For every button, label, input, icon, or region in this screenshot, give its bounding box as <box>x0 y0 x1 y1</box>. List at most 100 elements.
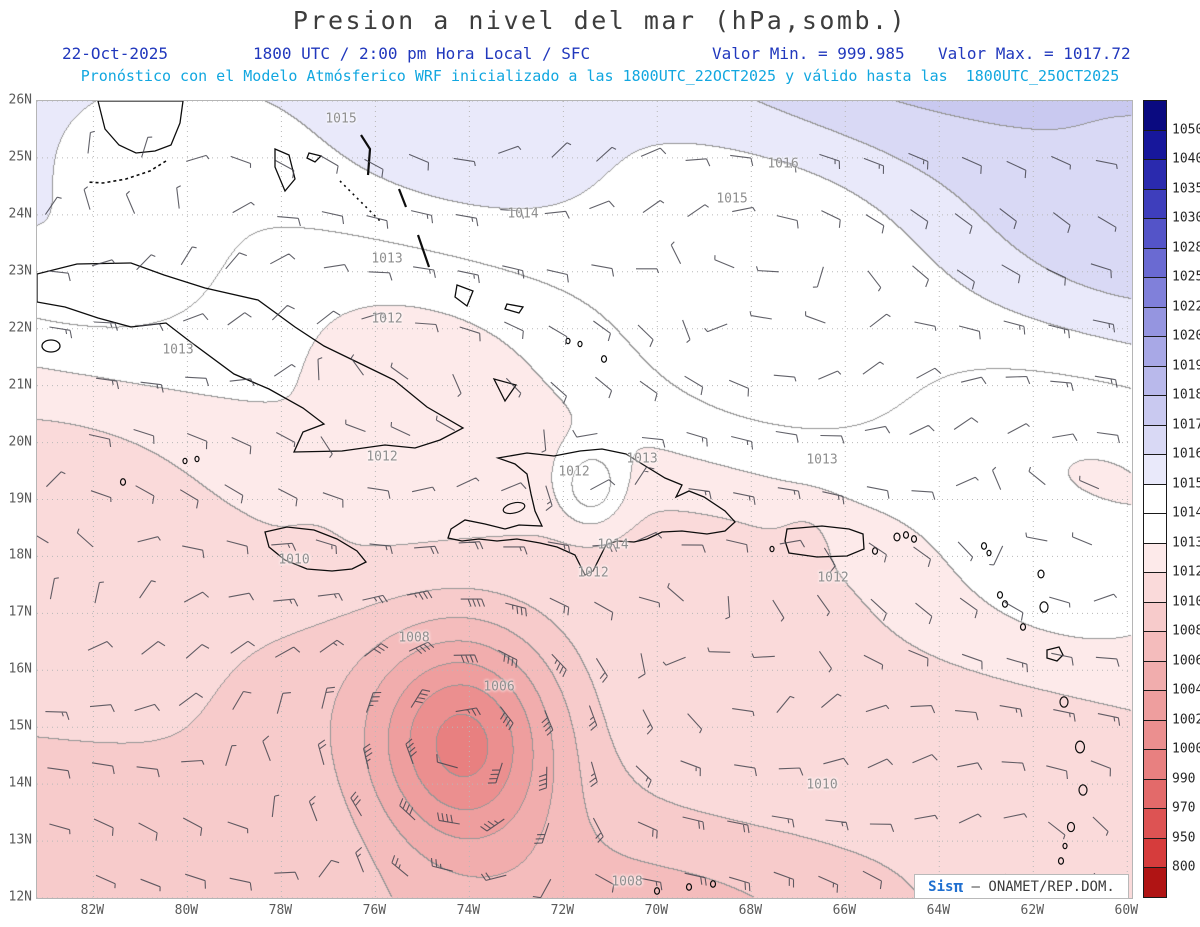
colorbar-cell <box>1143 867 1167 898</box>
lat-axis-label: 14N <box>8 775 32 791</box>
contour-label: 1006 <box>483 679 515 695</box>
colorbar-cell <box>1143 395 1167 426</box>
colorbar-label: 1018 <box>1172 387 1200 403</box>
lon-axis-label: 82W <box>80 903 105 918</box>
header-max-value: Valor Max. = 1017.72 <box>938 44 1131 63</box>
colorbar-cell <box>1143 247 1167 279</box>
lat-axis-label: 17N <box>8 604 32 620</box>
lat-axis-label: 15N <box>8 718 32 734</box>
colorbar-label: 1030 <box>1172 210 1200 226</box>
colorbar-label: 950 <box>1172 830 1196 846</box>
colorbar-cell <box>1143 365 1167 397</box>
colorbar-label: 1002 <box>1172 712 1200 728</box>
contour-label: 1010 <box>806 777 838 793</box>
colorbar-cell <box>1143 778 1167 810</box>
contour-label: 1013 <box>162 342 194 358</box>
contour-label: 1015 <box>716 191 748 207</box>
colorbar-label: 1025 <box>1172 269 1200 285</box>
colorbar-cell <box>1143 690 1167 721</box>
colorbar-label: 1015 <box>1172 476 1200 492</box>
colorbar-cell <box>1143 631 1167 662</box>
colorbar-label: 1050 <box>1172 122 1200 138</box>
colorbar-cell <box>1143 660 1167 692</box>
colorbar-cell <box>1143 601 1167 633</box>
colorbar-label: 1019 <box>1172 358 1200 374</box>
lat-axis-label: 12N <box>8 889 32 905</box>
contour-label: 1016 <box>767 156 799 172</box>
watermark: Sis π – ONAMET/REP.DOM. <box>914 874 1129 899</box>
colorbar-cell <box>1143 542 1167 574</box>
lat-axis-label: 25N <box>8 149 32 165</box>
watermark-org: ONAMET/REP.DOM. <box>988 878 1115 895</box>
contour-label: 1012 <box>817 570 849 586</box>
colorbar-label: 1040 <box>1172 151 1200 167</box>
colorbar-label: 1022 <box>1172 299 1200 315</box>
colorbar-label: 990 <box>1172 771 1196 787</box>
contour-label: 1012 <box>366 449 398 465</box>
lon-axis-label: 76W <box>362 903 387 918</box>
contour-label: 1013 <box>626 451 658 467</box>
contour-label: 1008 <box>611 874 643 890</box>
colorbar-label: 1010 <box>1172 594 1200 610</box>
lat-axis-label: 16N <box>8 661 32 677</box>
lon-axis-label: 72W <box>550 903 575 918</box>
contour-label: 1008 <box>398 630 430 646</box>
lat-axis-label: 21N <box>8 377 32 393</box>
colorbar-label: 1014 <box>1172 505 1200 521</box>
colorbar-cell <box>1143 306 1167 338</box>
forecast-line: Pronóstico con el Modelo Atmósferico WRF… <box>80 67 1120 85</box>
contour-label: 1013 <box>806 452 838 468</box>
contour-label: 1014 <box>507 206 539 222</box>
colorbar-cell <box>1143 129 1167 161</box>
header-min-value: Valor Min. = 999.985 <box>712 44 905 63</box>
header-run-info: 1800 UTC / 2:00 pm Hora Local / SFC <box>253 44 591 63</box>
colorbar-cell <box>1143 159 1167 190</box>
pressure-field-canvas <box>37 101 1132 898</box>
colorbar-label: 800 <box>1172 859 1196 875</box>
colorbar-label: 1017 <box>1172 417 1200 433</box>
colorbar-label: 970 <box>1172 800 1196 816</box>
contour-label: 1015 <box>325 111 357 127</box>
colorbar-cell <box>1143 100 1167 131</box>
lon-axis-label: 68W <box>738 903 763 918</box>
colorbar <box>1143 100 1167 898</box>
colorbar-label: 1020 <box>1172 328 1200 344</box>
lon-axis-label: 78W <box>268 903 293 918</box>
watermark-logo: Sis <box>928 878 954 895</box>
colorbar-label: 1008 <box>1172 623 1200 639</box>
lon-axis-label: 64W <box>926 903 951 918</box>
colorbar-cell <box>1143 454 1167 485</box>
map-area: 1015 1016 1015 1014 1013 1012 1013 1012 1013 1012… <box>36 100 1133 899</box>
colorbar-label: 1016 <box>1172 446 1200 462</box>
lon-axis-label: 62W <box>1020 903 1045 918</box>
colorbar-cell <box>1143 483 1167 515</box>
lon-axis-label: 66W <box>832 903 857 918</box>
colorbar-cell <box>1143 218 1167 249</box>
lon-axis-label: 74W <box>456 903 481 918</box>
contour-label: 1010 <box>278 552 310 568</box>
colorbar-cell <box>1143 749 1167 780</box>
colorbar-label: 1035 <box>1172 181 1200 197</box>
lat-axis-label: 19N <box>8 491 32 506</box>
colorbar-label: 1006 <box>1172 653 1200 669</box>
colorbar-cell <box>1143 719 1167 751</box>
lat-axis-label: 22N <box>8 320 32 336</box>
colorbar-cell <box>1143 513 1167 544</box>
colorbar-cell <box>1143 572 1167 603</box>
colorbar-label: 1012 <box>1172 564 1200 580</box>
colorbar-cell <box>1143 424 1167 456</box>
colorbar-label: 1004 <box>1172 682 1200 698</box>
colorbar-cell <box>1143 277 1167 308</box>
lon-axis-label: 70W <box>644 903 669 918</box>
header-date: 22-Oct-2025 <box>62 44 168 63</box>
lat-axis-label: 18N <box>8 547 32 563</box>
watermark-pi-icon: π <box>953 877 964 896</box>
lat-axis-label: 23N <box>8 263 32 279</box>
lon-axis-label: 80W <box>174 903 199 918</box>
lat-axis-label: 13N <box>8 832 32 848</box>
map-overlay-svg <box>37 101 1132 898</box>
contour-label: 1012 <box>577 565 609 581</box>
contour-label: 1014 <box>597 537 629 553</box>
lat-axis-label: 24N <box>8 206 32 222</box>
